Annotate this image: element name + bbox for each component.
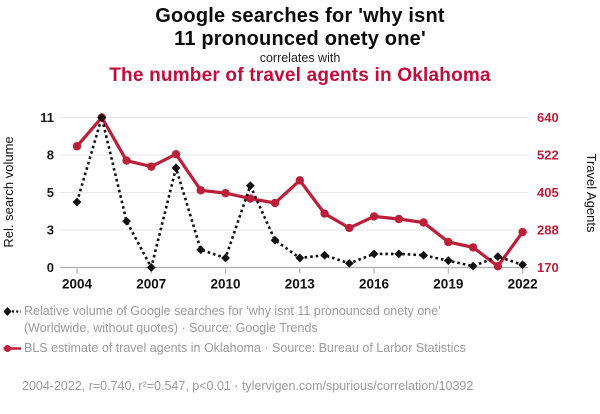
x-tick-label: 2022	[508, 277, 538, 292]
search-series-point	[122, 216, 131, 226]
agents-series-point	[147, 162, 156, 171]
agents-series-point	[72, 142, 82, 151]
search-series-point	[171, 163, 181, 173]
agents-series-point	[394, 214, 404, 224]
search-series-point	[468, 261, 478, 271]
footer-stats-text: 2004-2022, r=0.740, r²=0.547, p<0.01 · t…	[22, 379, 474, 393]
correlates-with-text: correlates with	[259, 51, 341, 65]
legend-entry-search: Relative volume of Google searches for '…	[3, 303, 476, 336]
left-axis-tick-label: 11	[40, 110, 54, 125]
agents-series-point	[468, 243, 478, 252]
search-series-point	[518, 260, 527, 270]
agents-series-point	[270, 198, 280, 208]
subtitle-red: The number of travel agents in Oklahoma	[109, 65, 491, 86]
agents-series-point	[122, 156, 131, 165]
agents-series-point	[320, 209, 329, 218]
search-series-point	[270, 235, 280, 245]
page-title: Google searches for 'why isnt 11 pronoun…	[0, 5, 600, 51]
title-line-2: 11 pronounced onety one'	[174, 28, 426, 50]
right-axis-tick-label: 522	[537, 148, 559, 163]
x-tick-label: 2019	[433, 277, 463, 292]
search-series-point	[72, 197, 82, 207]
left-axis-title: Rel. search volume	[1, 136, 16, 247]
agents-series-point	[518, 227, 527, 237]
search-series-point	[295, 253, 305, 263]
left-axis-tick-label: 3	[47, 223, 54, 238]
agents-series-point	[419, 218, 428, 227]
agents-series-point	[171, 150, 181, 159]
left-axis-tick-label: 5	[47, 185, 54, 200]
search-series-marker-icon	[3, 307, 21, 316]
legend-entry-agents-label: BLS estimate of travel agents in Oklahom…	[24, 341, 466, 355]
right-axis-tick-label: 405	[537, 185, 559, 200]
x-tick-label: 2013	[285, 277, 316, 292]
search-series-point	[146, 263, 156, 272]
search-series-point	[493, 252, 503, 261]
agents-series-point	[196, 186, 205, 195]
search-series-point	[196, 245, 206, 255]
search-series-point	[245, 181, 255, 191]
agents-series-point	[493, 262, 503, 271]
left-axis-tick-label: 8	[47, 148, 54, 163]
x-tick-label: 2007	[136, 277, 166, 292]
right-axis-tick-label: 640	[537, 110, 559, 125]
search-series-point	[369, 249, 379, 259]
agents-series-point	[295, 176, 304, 185]
left-axis-tick-label: 0	[47, 260, 54, 275]
search-series-point	[394, 249, 404, 259]
agents-series-marker-icon	[3, 345, 21, 352]
search-series-point	[320, 250, 329, 260]
search-series-point	[443, 256, 453, 266]
title-line-1: Google searches for 'why isnt	[155, 5, 445, 27]
legend-entry-search-label: Relative volume of Google searches for '…	[24, 304, 441, 335]
search-series-point	[221, 253, 230, 263]
x-tick-label: 2004	[62, 277, 93, 292]
right-axis-title: Travel Agents	[584, 153, 599, 233]
agents-series-point	[345, 223, 354, 233]
right-axis-tick-label: 170	[537, 260, 559, 275]
right-axis-tick-label: 288	[537, 223, 559, 238]
search-series-point	[97, 113, 107, 122]
x-tick-label: 2010	[211, 277, 241, 292]
agents-series-point	[221, 188, 230, 198]
search-series-point	[419, 250, 428, 260]
agents-series-point	[369, 212, 379, 221]
agents-series-point	[444, 237, 453, 247]
search-series-point	[344, 259, 354, 268]
x-tick-label: 2016	[359, 277, 390, 292]
legend-entry-agents: BLS estimate of travel agents in Oklahom…	[3, 340, 476, 357]
agents-series-point	[246, 194, 255, 203]
agents-series-line	[75, 114, 524, 269]
